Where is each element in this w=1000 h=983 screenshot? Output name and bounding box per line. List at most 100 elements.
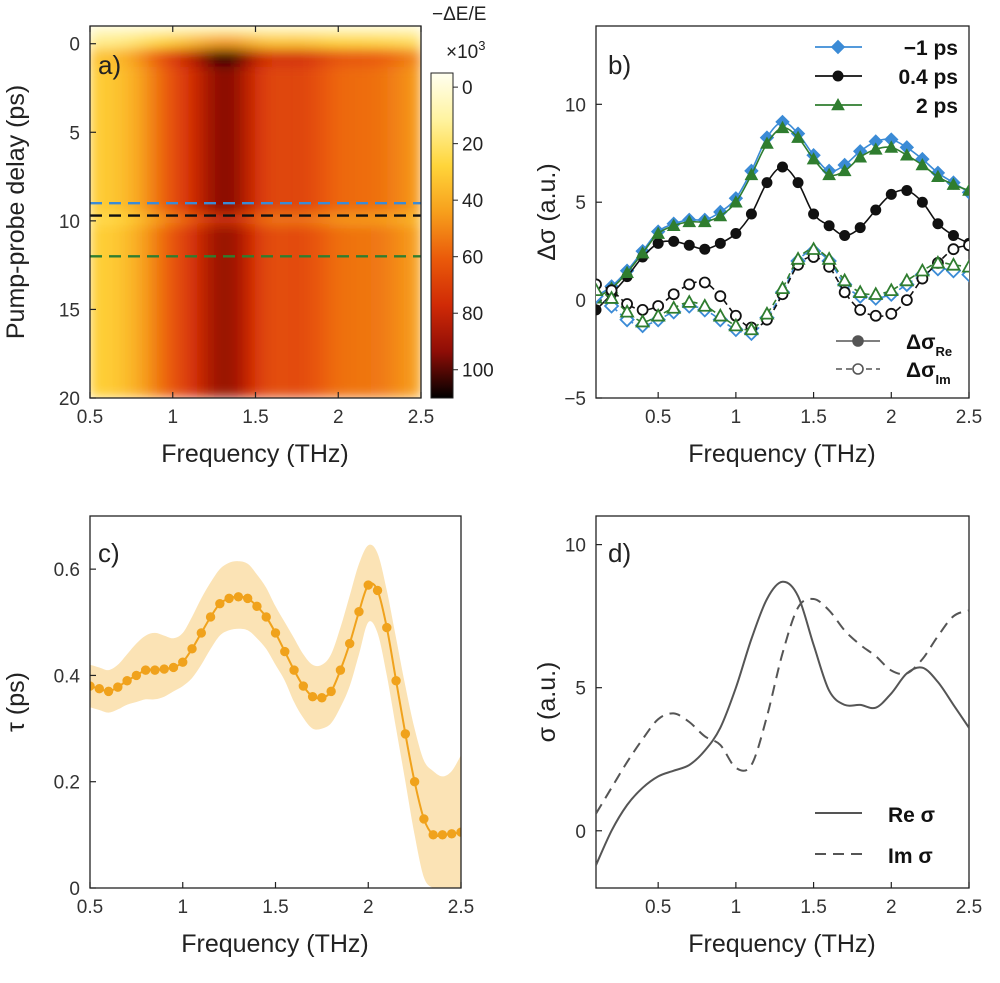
y-tick-label: 0.2 bbox=[54, 773, 80, 794]
data-point bbox=[962, 183, 969, 196]
y-tick-label: 20 bbox=[59, 389, 80, 410]
heatmap-cell bbox=[412, 34, 421, 50]
data-point bbox=[869, 309, 882, 322]
heatmap-cell bbox=[354, 26, 364, 35]
heatmap-cell bbox=[155, 224, 165, 398]
x-tick-label: 1 bbox=[731, 897, 742, 918]
panel-c-ylabel: τ (ps) bbox=[2, 672, 30, 732]
heatmap-cell bbox=[238, 49, 248, 67]
heatmap-cell bbox=[238, 26, 248, 35]
heatmap-cell bbox=[90, 34, 99, 50]
data-point bbox=[854, 303, 867, 316]
heatmap-cell bbox=[213, 224, 223, 398]
data-point bbox=[900, 294, 913, 307]
data-point bbox=[335, 665, 346, 675]
heatmap-cell bbox=[130, 34, 141, 50]
heatmap-cell bbox=[188, 49, 199, 67]
heatmap-cell bbox=[321, 26, 331, 35]
heatmap-cell bbox=[387, 49, 397, 67]
heatmap-cell bbox=[362, 26, 372, 35]
heatmap-cell bbox=[412, 26, 421, 35]
heatmap-cell bbox=[246, 66, 256, 214]
data-point bbox=[698, 276, 711, 289]
heatmap-cell bbox=[370, 26, 381, 35]
data-point bbox=[883, 282, 899, 297]
x-tick-label: 2 bbox=[886, 897, 897, 918]
heatmap-cell bbox=[362, 66, 372, 214]
heatmap-cell bbox=[213, 66, 223, 214]
heatmap-cell bbox=[312, 26, 323, 35]
heatmap-cell bbox=[238, 213, 248, 225]
data-point bbox=[837, 272, 853, 287]
heatmap-cell bbox=[296, 26, 306, 35]
heatmap-cell bbox=[147, 224, 157, 398]
colorbar-tick-label: 60 bbox=[462, 248, 483, 269]
panel-b-ylabel: Δσ (a.u.) bbox=[533, 163, 561, 260]
heatmap-cell bbox=[221, 49, 232, 67]
series-line bbox=[596, 580, 969, 866]
heatmap-cell bbox=[246, 34, 256, 50]
heatmap-cell bbox=[296, 224, 306, 398]
legend-marker bbox=[831, 97, 845, 111]
heatmap-cell bbox=[395, 34, 405, 50]
heatmap-cell bbox=[205, 213, 215, 225]
heatmap-cell bbox=[155, 26, 165, 35]
y-tick-label: 0 bbox=[575, 822, 586, 843]
heatmap-cell bbox=[329, 34, 339, 50]
y-tick-label: 0.4 bbox=[54, 666, 81, 687]
heatmap-cell bbox=[139, 26, 149, 35]
heatmap-cell bbox=[90, 26, 99, 35]
heatmap-cell bbox=[197, 66, 207, 214]
heatmap-cell bbox=[387, 26, 397, 35]
y-tick-label: 5 bbox=[69, 123, 80, 144]
data-point bbox=[837, 163, 852, 177]
colorbar-title: −ΔE/E bbox=[432, 4, 486, 25]
data-point bbox=[604, 290, 620, 304]
heatmap-cell bbox=[346, 34, 356, 50]
legend-label: ΔσRe bbox=[906, 331, 952, 359]
heatmap-cell bbox=[197, 34, 207, 50]
heatmap-cell bbox=[263, 213, 273, 225]
heatmap-cell bbox=[312, 66, 323, 214]
heatmap-cell bbox=[221, 66, 232, 214]
heatmap-cell bbox=[279, 26, 290, 35]
heatmap-cell bbox=[205, 66, 215, 214]
data-point bbox=[596, 304, 602, 316]
data-point bbox=[159, 664, 169, 674]
heatmap-cell bbox=[163, 66, 174, 214]
data-point bbox=[713, 208, 728, 222]
data-point bbox=[150, 665, 160, 675]
heatmap-cell bbox=[90, 49, 99, 67]
heatmap-cell bbox=[106, 49, 116, 67]
heatmap-cell bbox=[312, 213, 323, 225]
heatmap-cell bbox=[279, 224, 290, 398]
data-point bbox=[635, 246, 650, 259]
data-point bbox=[683, 278, 696, 291]
heatmap-cell bbox=[337, 224, 348, 398]
heatmap-cell bbox=[288, 66, 298, 214]
heatmap-cell bbox=[213, 26, 223, 35]
heatmap-cell bbox=[180, 66, 190, 214]
y-tick-label: 0 bbox=[69, 35, 80, 56]
legend-label: 2 ps bbox=[916, 95, 958, 118]
heatmap-cell bbox=[263, 26, 273, 35]
data-point bbox=[744, 167, 759, 181]
data-point bbox=[372, 585, 383, 596]
heatmap-cell bbox=[221, 213, 232, 225]
y-tick-label: 5 bbox=[575, 679, 586, 700]
heatmap-cell bbox=[412, 224, 421, 398]
y-tick-label: 5 bbox=[575, 193, 586, 214]
y-tick-label: 15 bbox=[59, 300, 80, 321]
x-tick-label: 2.5 bbox=[408, 407, 434, 428]
heatmap-cell bbox=[337, 34, 348, 50]
data-point bbox=[652, 237, 664, 249]
heatmap-cell bbox=[221, 224, 232, 398]
data-point bbox=[745, 208, 757, 220]
heatmap-cell bbox=[412, 49, 421, 67]
data-point bbox=[683, 239, 695, 251]
heatmap-cell bbox=[395, 213, 405, 225]
data-point bbox=[931, 169, 945, 183]
data-point bbox=[619, 303, 635, 318]
heatmap-cell bbox=[114, 224, 124, 398]
heatmap-cell bbox=[346, 66, 356, 214]
